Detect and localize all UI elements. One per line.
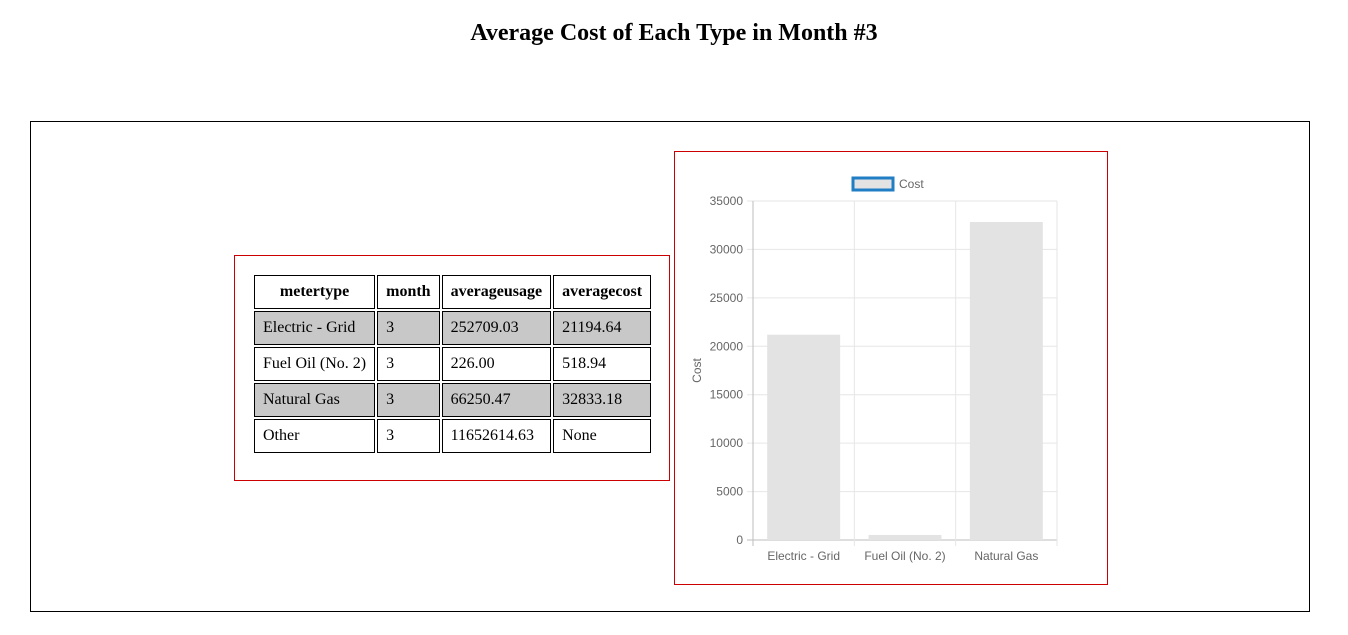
bar <box>767 334 841 540</box>
column-header-averagecost: averagecost <box>553 275 652 309</box>
data-table: metertype month averageusage averagecost… <box>252 273 653 455</box>
table-row: Natural Gas 3 66250.47 32833.18 <box>254 383 652 417</box>
y-tick-label: 30000 <box>710 242 744 256</box>
column-header-metertype: metertype <box>254 275 376 309</box>
table-cell: Natural Gas <box>254 383 376 417</box>
chart-panel: 0 5000 10000 15000 20000 25000 30000 35000 Elect… <box>674 151 1108 585</box>
column-header-month: month <box>377 275 440 309</box>
table-cell: 11652614.63 <box>441 419 552 453</box>
y-tick-label: 0 <box>736 533 743 547</box>
y-tick-label: 5000 <box>716 485 743 499</box>
x-tick-label: Natural Gas <box>974 549 1038 563</box>
page-title: Average Cost of Each Type in Month #3 <box>470 20 878 46</box>
table-cell: 252709.03 <box>441 311 552 345</box>
column-header-averageusage: averageusage <box>441 275 552 309</box>
table-cell: Fuel Oil (No. 2) <box>254 347 376 381</box>
table-cell: 3 <box>377 311 440 345</box>
legend-swatch <box>851 176 895 192</box>
y-axis-label: Cost <box>690 358 704 383</box>
table-cell: 518.94 <box>553 347 652 381</box>
table-cell: None <box>553 419 652 453</box>
table-cell: 3 <box>377 419 440 453</box>
y-tick-label: 10000 <box>710 436 744 450</box>
table-cell: 32833.18 <box>553 383 652 417</box>
bar-chart: 0 5000 10000 15000 20000 25000 30000 35000 Elect… <box>690 176 1058 563</box>
table-panel: metertype month averageusage averagecost… <box>234 255 670 481</box>
table-cell: 226.00 <box>441 347 552 381</box>
table-header-row: metertype month averageusage averagecost <box>254 275 652 309</box>
table-row: Fuel Oil (No. 2) 3 226.00 518.94 <box>254 347 652 381</box>
x-tick-label: Electric - Grid <box>767 549 840 563</box>
content-frame <box>30 121 1310 612</box>
table-cell: Other <box>254 419 376 453</box>
table-cell: Electric - Grid <box>254 311 376 345</box>
table-cell: 21194.64 <box>553 311 652 345</box>
table-row: Electric - Grid 3 252709.03 21194.64 <box>254 311 652 345</box>
table-cell: 3 <box>377 347 440 381</box>
bar <box>969 221 1043 541</box>
y-tick-label: 25000 <box>710 291 744 305</box>
table-cell: 66250.47 <box>441 383 552 417</box>
legend-label: Cost <box>899 177 924 191</box>
bar <box>868 534 942 540</box>
table-row: Other 3 11652614.63 None <box>254 419 652 453</box>
y-tick-label: 15000 <box>710 388 744 402</box>
x-tick-label: Fuel Oil (No. 2) <box>864 549 945 563</box>
table-cell: 3 <box>377 383 440 417</box>
y-tick-label: 35000 <box>710 194 744 208</box>
y-tick-label: 20000 <box>710 339 744 353</box>
